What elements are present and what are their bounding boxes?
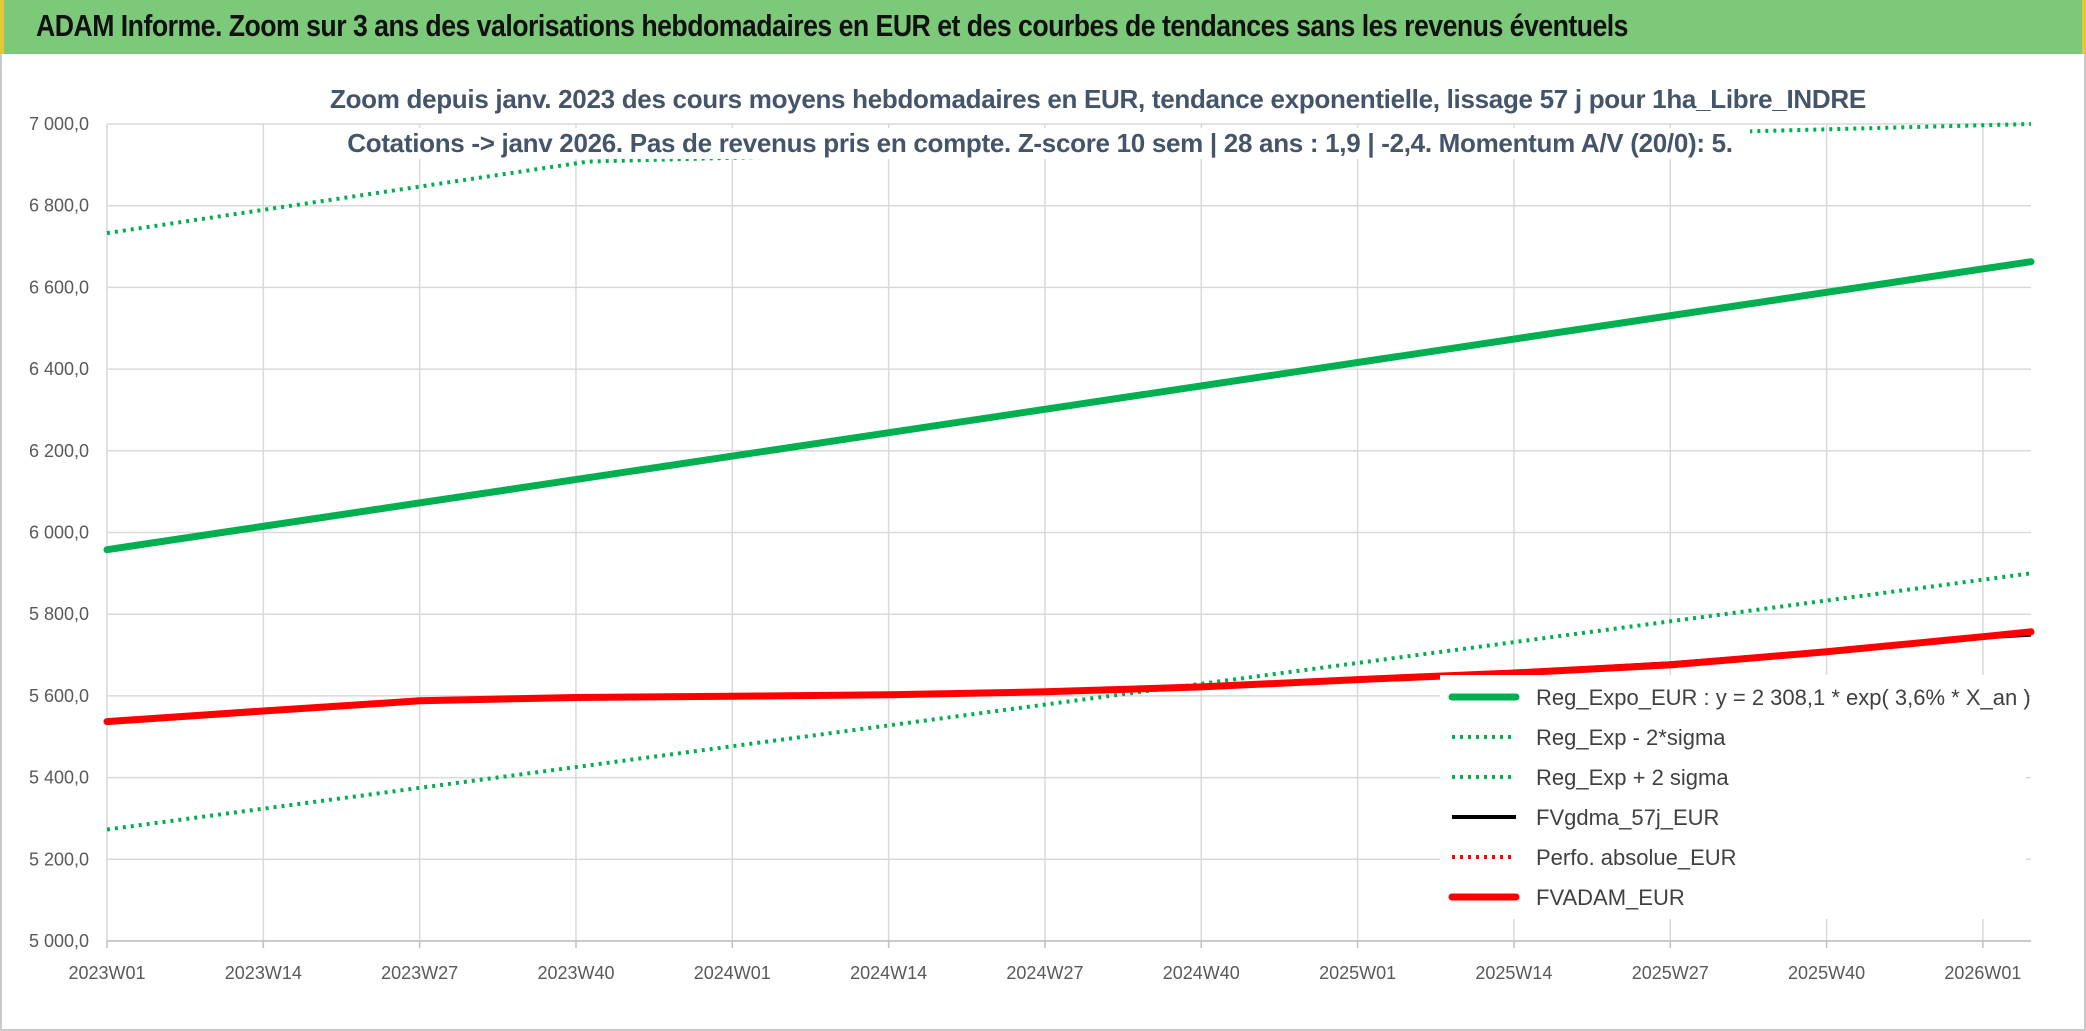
header-banner: ADAM Informe. Zoom sur 3 ans des valoris… bbox=[0, 0, 2086, 54]
legend-label: Reg_Exp + 2 sigma bbox=[1536, 765, 1729, 790]
legend-label: FVADAM_EUR bbox=[1536, 885, 1685, 910]
x-axis: 2023W01 2023W14 2023W27 2023W40 2024W01 2024W… bbox=[68, 940, 2031, 983]
legend-background bbox=[1440, 675, 2026, 919]
x-tick-label: 2025W14 bbox=[1475, 963, 1552, 983]
x-tick-label: 2024W27 bbox=[1006, 963, 1083, 983]
series-line-1 bbox=[106, 571, 2032, 832]
y-tick-label: 5 600,0 bbox=[29, 686, 89, 706]
series-line-0 bbox=[103, 258, 2035, 554]
y-tick-label: 6 000,0 bbox=[29, 523, 89, 543]
legend-label: Reg_Exp - 2*sigma bbox=[1536, 725, 1726, 750]
chart-title-line-2: Cotations -> janv 2026. Pas de revenus p… bbox=[330, 128, 1750, 159]
y-tick-label: 6 400,0 bbox=[29, 359, 89, 379]
x-tick-label: 2026W01 bbox=[1944, 963, 2021, 983]
x-tick-label: 2023W40 bbox=[537, 963, 614, 983]
legend-label: FVgdma_57j_EUR bbox=[1536, 805, 1719, 830]
y-tick-label: 5 800,0 bbox=[29, 604, 89, 624]
x-tick-label: 2023W01 bbox=[68, 963, 145, 983]
y-axis: 5 000,0 5 200,0 5 400,0 5 600,0 5 800,0 6 000… bbox=[29, 114, 89, 951]
y-tick-label: 5 000,0 bbox=[29, 931, 89, 951]
series-line-4 bbox=[106, 629, 2032, 724]
x-tick-label: 2024W14 bbox=[850, 963, 927, 983]
x-tick-label: 2025W01 bbox=[1319, 963, 1396, 983]
y-tick-label: 6 600,0 bbox=[29, 277, 89, 297]
x-tick-label: 2023W27 bbox=[381, 963, 458, 983]
y-tick-label: 5 400,0 bbox=[29, 768, 89, 788]
x-tick-label: 2024W01 bbox=[694, 963, 771, 983]
x-tick-label: 2024W40 bbox=[1163, 963, 1240, 983]
y-tick-label: 5 200,0 bbox=[29, 849, 89, 869]
series-layer bbox=[103, 122, 2035, 832]
y-tick-label: 7 000,0 bbox=[29, 114, 89, 134]
banner-title: ADAM Informe. Zoom sur 3 ans des valoris… bbox=[36, 8, 1629, 43]
x-tick-label: 2023W14 bbox=[225, 963, 302, 983]
legend-label: Reg_Expo_EUR : y = 2 308,1 * exp( 3,6% *… bbox=[1536, 685, 2031, 710]
y-tick-label: 6 200,0 bbox=[29, 441, 89, 461]
legend-label: Perfo. absolue_EUR bbox=[1536, 845, 1737, 870]
chart-title-line-1: Zoom depuis janv. 2023 des cours moyens … bbox=[330, 84, 1866, 115]
legend: Reg_Expo_EUR : y = 2 308,1 * exp( 3,6% *… bbox=[1440, 675, 2031, 919]
y-tick-label: 6 800,0 bbox=[29, 196, 89, 216]
x-tick-label: 2025W40 bbox=[1788, 963, 1865, 983]
x-tick-label: 2025W27 bbox=[1632, 963, 1709, 983]
